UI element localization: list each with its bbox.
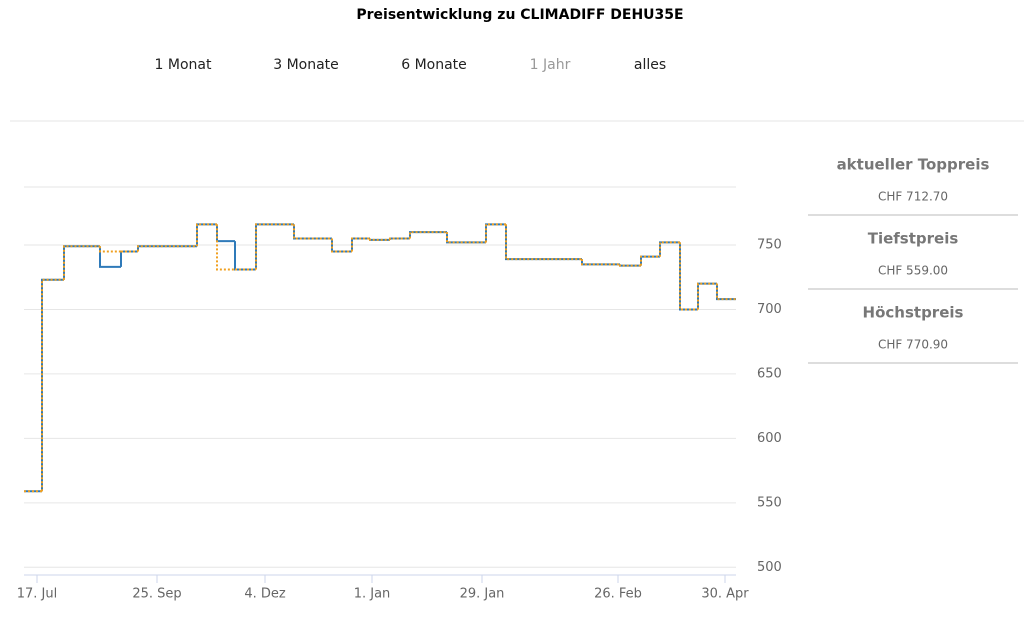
price-step (216, 224, 235, 271)
price-step (196, 223, 217, 247)
x-tick-label: 4. Dez (244, 587, 286, 602)
stat-value: CHF 559.00 (878, 264, 948, 278)
price-step (41, 278, 64, 492)
x-tick-label: 1. Jan (354, 587, 391, 602)
price-step (409, 231, 447, 239)
price-step (99, 246, 121, 253)
x-tick-label: 25. Sep (132, 587, 181, 602)
range-button[interactable]: 6 Monate (401, 57, 467, 73)
price-step (716, 283, 736, 301)
range-button[interactable]: 3 Monate (273, 57, 339, 73)
price-step (640, 255, 660, 266)
price-step (137, 245, 197, 252)
price-step (581, 259, 620, 266)
price-step (63, 245, 100, 280)
price-step (120, 250, 138, 267)
price-step (255, 223, 294, 270)
price-step (369, 238, 390, 241)
price-step (697, 282, 717, 310)
price-step (679, 242, 698, 311)
price-step (293, 224, 332, 240)
price-step (640, 255, 660, 266)
price-step (619, 264, 641, 267)
price-step (293, 224, 332, 240)
y-tick-label: 700 (757, 302, 782, 317)
stat-value: CHF 770.90 (878, 338, 948, 352)
x-tick-label: 26. Feb (594, 587, 642, 602)
price-step (697, 282, 717, 310)
price-step (216, 224, 235, 243)
price-step (137, 245, 197, 252)
x-tick-label: 29. Jan (460, 587, 505, 602)
price-step (351, 237, 370, 252)
price-step (446, 232, 486, 244)
x-tick-label: 17. Jul (17, 587, 58, 602)
price-step (505, 224, 582, 261)
price-step (659, 241, 680, 257)
range-button[interactable]: alles (634, 57, 666, 73)
price-step (63, 245, 100, 280)
price-step (99, 246, 121, 268)
stat-value: CHF 712.70 (878, 190, 948, 204)
price-step (505, 224, 582, 261)
price-step (331, 238, 352, 253)
stat-label: aktueller Toppreis (837, 156, 990, 174)
x-tick-label: 30. Apr (701, 587, 749, 602)
range-button[interactable]: 1 Monat (155, 57, 212, 73)
stat-label: Tiefstpreis (868, 230, 959, 248)
price-step (679, 242, 698, 311)
y-tick-label: 650 (757, 366, 782, 381)
range-button[interactable]: 1 Jahr (530, 57, 571, 73)
price-step (389, 237, 410, 240)
stat-label: Höchstpreis (863, 304, 964, 322)
price-step (446, 232, 486, 244)
price-step (485, 223, 506, 243)
price-step (485, 223, 506, 243)
y-tick-label: 550 (757, 495, 782, 510)
y-tick-label: 500 (757, 560, 782, 575)
price-step (41, 278, 64, 492)
title: Preisentwicklung zu CLIMADIFF DEHU35E (356, 7, 683, 23)
y-tick-label: 600 (757, 431, 782, 446)
price-step (716, 283, 736, 301)
y-tick-label: 750 (757, 238, 782, 253)
price-step (196, 223, 217, 247)
price-step (255, 223, 294, 270)
